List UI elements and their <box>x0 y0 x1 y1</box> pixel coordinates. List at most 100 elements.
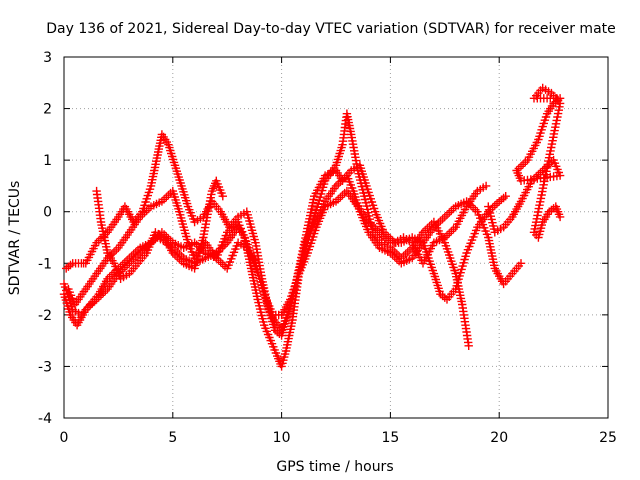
data-point-marker <box>466 239 475 248</box>
data-point-marker <box>245 216 254 226</box>
data-point-marker <box>489 224 499 234</box>
data-point-marker <box>550 159 560 168</box>
data-point-marker <box>536 128 545 138</box>
data-point-marker <box>270 345 279 355</box>
data-point-marker <box>250 279 259 289</box>
data-point-marker <box>461 252 470 261</box>
data-point-marker <box>64 292 73 301</box>
data-point-marker <box>271 348 281 358</box>
data-point-marker <box>242 237 251 246</box>
data-point-marker <box>259 317 268 327</box>
data-point-marker <box>250 235 259 244</box>
data-point-marker <box>225 257 235 267</box>
data-point-marker <box>182 232 191 241</box>
data-point-marker <box>193 251 203 261</box>
data-point-marker <box>280 349 290 359</box>
data-point-marker <box>482 230 492 239</box>
data-marks <box>59 83 565 371</box>
y-tick-label: -4 <box>38 411 52 427</box>
data-point-marker <box>102 242 111 251</box>
y-tick-label: -3 <box>38 359 52 375</box>
chart-title: Day 136 of 2021, Sidereal Day-to-day VTE… <box>46 21 616 37</box>
data-point-marker <box>245 246 255 256</box>
data-point-marker <box>99 230 108 239</box>
data-point-marker <box>243 210 252 219</box>
data-point-marker <box>283 307 293 316</box>
data-point-marker <box>221 231 230 240</box>
data-point-marker <box>470 229 479 238</box>
data-point-marker <box>255 304 265 314</box>
data-point-marker <box>67 302 76 311</box>
data-point-marker <box>175 207 184 216</box>
data-point-marker <box>549 155 558 165</box>
x-tick-label: 25 <box>599 430 617 446</box>
data-point-marker <box>254 298 263 307</box>
data-point-marker <box>235 221 244 230</box>
data-point-marker <box>474 210 483 220</box>
data-point-marker <box>535 230 544 239</box>
data-point-marker <box>535 132 544 141</box>
data-point-marker <box>473 207 482 216</box>
data-point-marker <box>309 215 318 225</box>
data-point-marker <box>244 243 254 252</box>
data-point-marker <box>228 251 237 260</box>
data-point-marker <box>190 264 199 273</box>
data-point-marker <box>141 197 150 207</box>
data-point-marker <box>481 181 491 191</box>
data-point-marker <box>183 202 193 211</box>
data-point-marker <box>257 281 266 290</box>
data-point-marker <box>487 215 496 224</box>
data-point-marker <box>258 284 267 293</box>
data-point-marker <box>186 208 195 217</box>
data-point-marker <box>179 223 188 232</box>
data-point-marker <box>426 260 435 269</box>
data-point-marker <box>463 245 473 254</box>
data-point-marker <box>97 220 106 230</box>
data-point-marker <box>262 297 271 306</box>
data-point-marker <box>488 218 497 227</box>
data-point-marker <box>456 268 465 277</box>
data-point-marker <box>214 182 224 192</box>
data-point-marker <box>195 245 204 255</box>
data-point-marker <box>313 202 322 212</box>
data-point-marker <box>145 185 155 194</box>
data-point-marker <box>345 177 354 186</box>
data-point-marker <box>316 193 325 202</box>
data-point-marker <box>425 257 434 266</box>
data-point-marker <box>183 235 192 244</box>
data-point-marker <box>305 242 315 251</box>
data-point-marker <box>459 258 468 267</box>
data-point-marker <box>59 279 69 289</box>
data-point-marker <box>361 198 371 207</box>
data-point-marker <box>259 287 268 297</box>
data-point-marker <box>286 301 295 310</box>
data-point-marker <box>486 212 495 221</box>
data-point-marker <box>467 235 477 245</box>
data-point-marker <box>248 252 257 262</box>
data-point-marker <box>227 254 236 263</box>
data-point-marker <box>66 299 75 308</box>
data-point-marker <box>534 135 543 144</box>
data-point-marker <box>258 314 267 323</box>
data-point-marker <box>229 248 239 257</box>
data-point-marker <box>484 205 494 214</box>
data-point-marker <box>306 239 316 248</box>
data-point-marker <box>538 122 547 131</box>
data-point-marker <box>187 211 197 220</box>
data-point-marker <box>309 232 318 242</box>
data-point-marker <box>464 341 473 350</box>
data-point-marker <box>304 245 313 254</box>
x-tick-label: 5 <box>168 430 177 446</box>
data-point-marker <box>454 275 463 284</box>
data-point-marker <box>457 265 466 274</box>
data-point-marker <box>144 188 154 197</box>
data-point-marker <box>243 240 252 249</box>
data-point-marker <box>450 266 459 275</box>
data-point-marker <box>443 247 453 257</box>
data-point-marker <box>485 208 495 218</box>
data-point-marker <box>239 230 248 240</box>
y-axis-label: SDTVAR / TECUs <box>7 181 23 296</box>
x-axis-label: GPS time / hours <box>276 459 393 475</box>
data-point-marker <box>255 274 264 283</box>
data-point-marker <box>177 216 187 226</box>
